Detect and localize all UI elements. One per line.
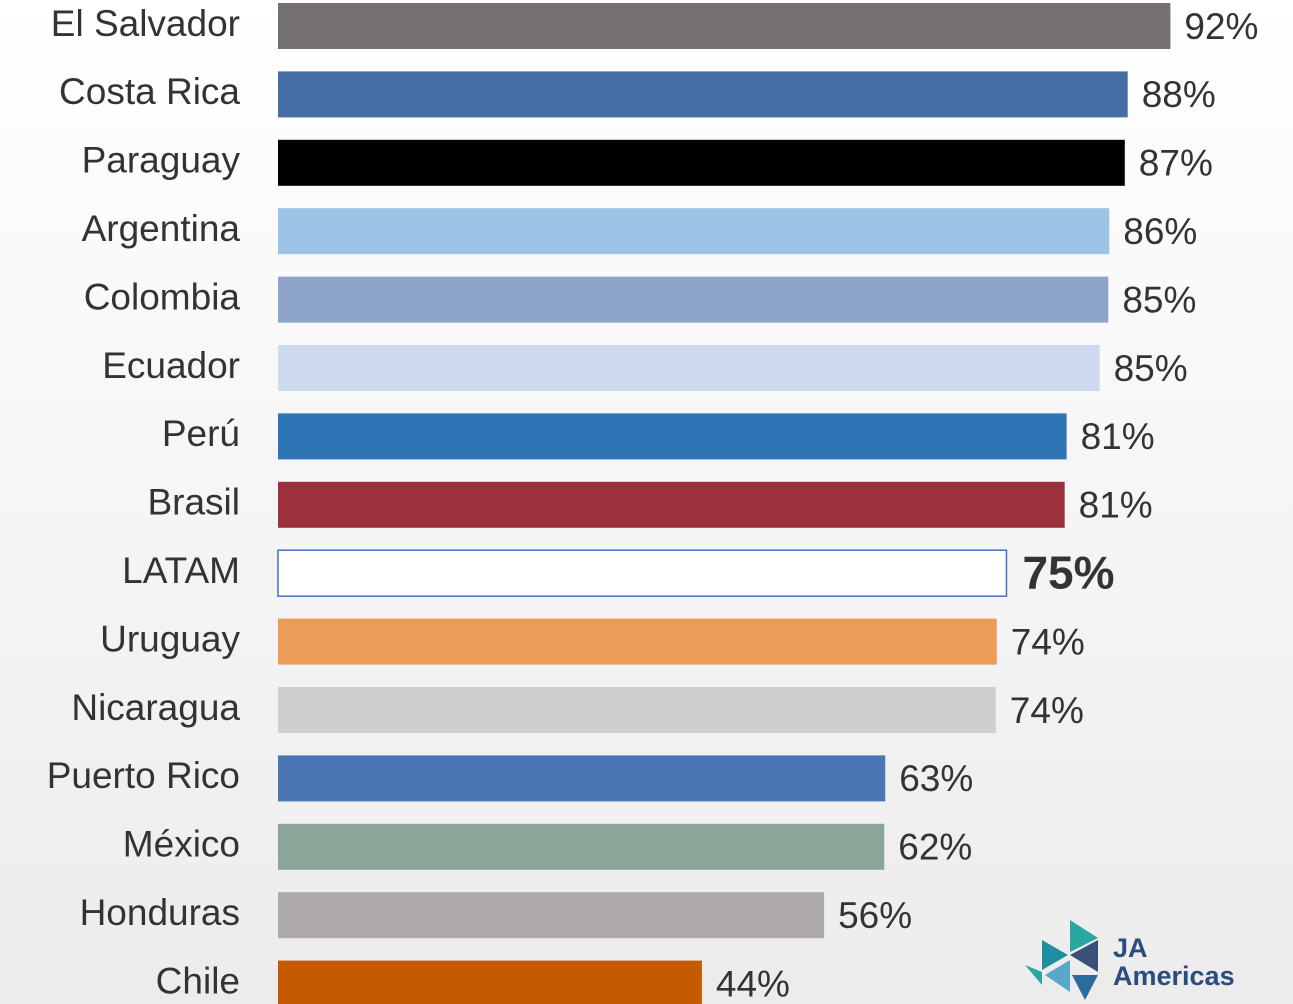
data-label: 63% <box>899 758 973 799</box>
data-label: 75% <box>1022 546 1114 598</box>
data-label: 88% <box>1142 74 1216 115</box>
bar <box>278 892 825 939</box>
bar <box>278 687 996 733</box>
bar <box>278 823 885 870</box>
bar <box>278 618 997 665</box>
data-label: 74% <box>1010 690 1084 731</box>
bar <box>278 413 1067 460</box>
y-tick-label: Puerto Rico <box>47 755 240 796</box>
y-tick-label: México <box>123 824 240 865</box>
y-tick-label: El Salvador <box>51 3 240 44</box>
data-label: 87% <box>1139 143 1213 184</box>
bar <box>278 960 702 1004</box>
bar <box>278 755 886 802</box>
y-tick-label: Paraguay <box>82 140 241 181</box>
data-label: 92% <box>1184 6 1258 47</box>
y-tick-label: LATAM <box>122 550 240 591</box>
bar <box>277 549 1008 597</box>
y-tick-label: Uruguay <box>100 618 240 659</box>
y-tick-label: Costa Rica <box>59 71 240 112</box>
data-label: 62% <box>898 827 972 868</box>
data-label: 81% <box>1081 416 1155 457</box>
data-label: 85% <box>1114 348 1188 389</box>
logo-text: JA <box>1113 933 1148 963</box>
bar <box>278 139 1125 186</box>
y-tick-label: Nicaragua <box>71 687 240 728</box>
logo-text: Americas <box>1113 961 1235 991</box>
data-label: 44% <box>716 963 790 1004</box>
bar <box>278 71 1128 118</box>
bar <box>278 345 1100 391</box>
data-label: 86% <box>1123 211 1197 252</box>
y-tick-label: Brasil <box>147 482 240 523</box>
bar <box>278 208 1110 255</box>
bar <box>278 276 1109 323</box>
y-tick-label: Honduras <box>80 892 240 933</box>
data-label: 81% <box>1079 485 1153 526</box>
y-tick-label: Colombia <box>84 276 241 317</box>
bar <box>278 481 1065 528</box>
data-label: 56% <box>838 895 912 936</box>
data-label: 74% <box>1011 621 1085 662</box>
y-tick-label: Ecuador <box>102 345 240 386</box>
y-tick-label: Perú <box>162 413 240 454</box>
logo: JA Americas <box>1025 920 1235 1000</box>
bar <box>278 3 1171 49</box>
y-tick-label: Chile <box>156 960 240 1001</box>
y-tick-label: Argentina <box>82 208 241 249</box>
data-label: 85% <box>1122 279 1196 320</box>
